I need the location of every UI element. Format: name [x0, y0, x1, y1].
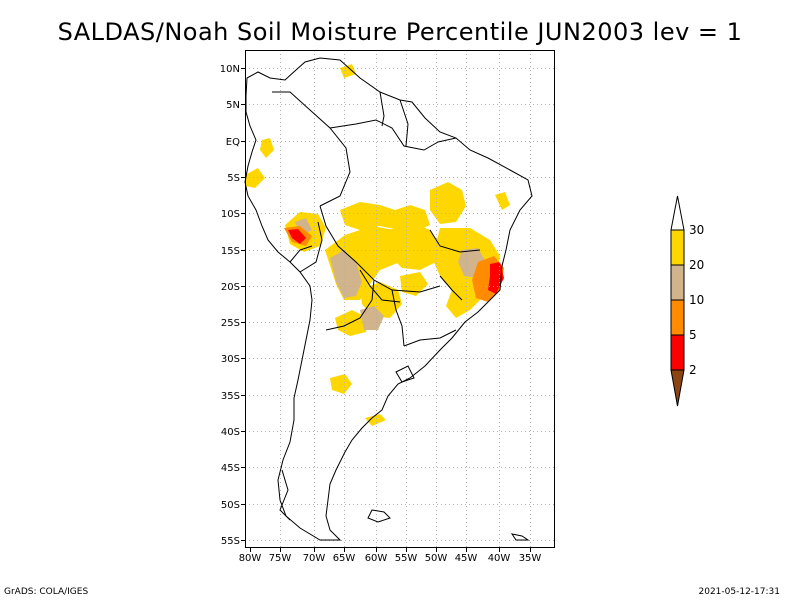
lon-label: 40W [488, 553, 511, 564]
footer-credit: GrADS: COLA/IGES [4, 587, 89, 597]
footer-timestamp: 2021-05-12-17:31 [698, 587, 781, 597]
lon-label: 70W [303, 553, 326, 564]
colorbar-segment-20 [670, 264, 685, 301]
colorbar-label: 30 [689, 223, 704, 237]
lat-label: 5S [227, 173, 240, 184]
lat-label: 30S [221, 354, 240, 365]
colorbar-segment-10 [670, 299, 685, 336]
colorbar-segment-30 [670, 229, 685, 266]
lon-label: 55W [395, 553, 418, 564]
lat-label: 15S [221, 246, 240, 257]
lat-label: 20S [221, 282, 240, 293]
colorbar-label: 5 [689, 328, 697, 342]
percentile-shading [245, 64, 510, 426]
lon-label: 45W [455, 553, 478, 564]
longitude-axis: 80W 75W 70W 65W 60W 55W 50W 45W 40W 35W [239, 548, 542, 564]
lat-label: 40S [221, 427, 240, 438]
lat-label: 25S [221, 318, 240, 329]
lat-label: 35S [221, 391, 240, 402]
lat-label: EQ [226, 137, 240, 148]
latitude-axis: 10N 5N EQ 5S 10S 15S 20S 25S 30S 35S 40S… [220, 64, 245, 547]
lat-label: 50S [221, 500, 240, 511]
colorbar-label: 10 [689, 293, 704, 307]
map-gridlines [245, 50, 555, 548]
lat-label: 55S [221, 536, 240, 547]
lon-label: 65W [333, 553, 356, 564]
colorbar-segment-5 [670, 334, 685, 371]
lon-label: 50W [425, 553, 448, 564]
coastline [244, 57, 533, 541]
lat-label: 10S [221, 209, 240, 220]
map-frame [245, 50, 555, 548]
lon-label: 60W [365, 553, 388, 564]
colorbar-bottom-triangle [670, 369, 685, 407]
lon-label: 35W [519, 553, 542, 564]
colorbar: 30 20 10 5 2 [670, 195, 704, 407]
lat-label: 45S [221, 463, 240, 474]
lon-label: 75W [269, 553, 292, 564]
colorbar-label: 20 [689, 258, 704, 272]
lon-label: 80W [239, 553, 262, 564]
colorbar-top-triangle [670, 195, 685, 231]
map-title: SALDAS/Noah Soil Moisture Percentile JUN… [57, 18, 743, 46]
lat-label: 5N [226, 100, 240, 111]
lat-label: 10N [220, 64, 240, 75]
colorbar-label: 2 [689, 363, 697, 377]
